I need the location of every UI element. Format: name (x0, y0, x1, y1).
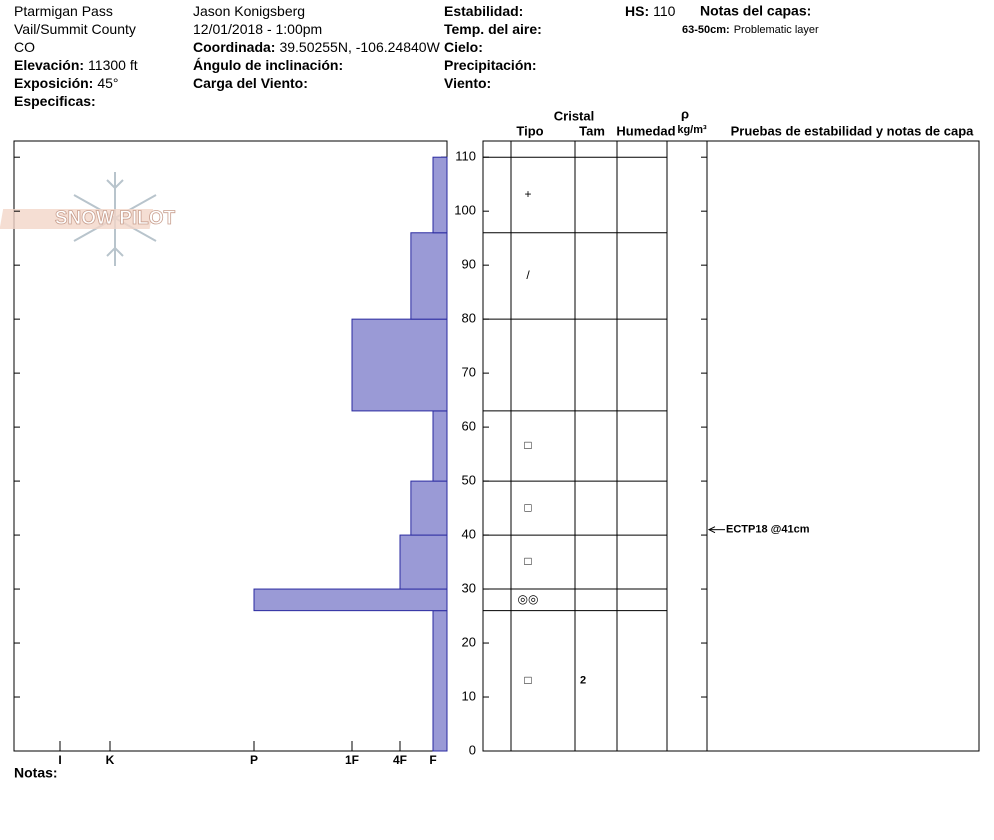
column-header: Tam (579, 123, 605, 138)
crystal-type: + (524, 187, 531, 201)
y-tick-label: 110 (455, 149, 476, 164)
header-field: CO (14, 39, 35, 55)
header-field: Carga del Viento: (193, 75, 308, 91)
header-field: Estabilidad: (444, 3, 523, 19)
header-field: Especificas: (14, 93, 96, 109)
y-tick-label: 70 (462, 365, 476, 380)
field-label: Viento: (444, 75, 491, 91)
header-field: Vail/Summit County (14, 21, 136, 37)
crystal-type: ◎◎ (518, 592, 539, 606)
hardness-bar (432, 410, 448, 482)
header-field: Precipitación: (444, 57, 537, 73)
field-label: Elevación: (14, 57, 84, 73)
field-value: Ptarmigan Pass (14, 3, 113, 19)
field-label: Cielo: (444, 39, 483, 55)
y-tick-label: 80 (462, 311, 476, 326)
field-label: Precipitación: (444, 57, 537, 73)
field-label: Especificas: (14, 93, 96, 109)
header-field: Jason Konigsberg (193, 3, 305, 19)
y-tick-label: 40 (462, 527, 476, 542)
notes-label: Notas: (14, 765, 58, 781)
field-value: 12/01/2018 - 1:00pm (193, 21, 322, 37)
y-tick-label: 10 (462, 688, 476, 703)
field-value: 11300 ft (88, 57, 138, 73)
x-tick-label: F (429, 753, 436, 767)
y-tick-label: 0 (469, 742, 476, 757)
crystal-type: / (526, 268, 530, 282)
crystal-type: □ (524, 438, 531, 452)
field-label: Temp. del aire: (444, 21, 542, 37)
header-field: Coordinada: 39.50255N, -106.24840W (193, 39, 441, 55)
x-tick-label: P (250, 753, 258, 767)
hardness-bar (432, 610, 448, 752)
field-label: 63-50cm: (682, 24, 730, 36)
y-tick-label: 100 (454, 203, 476, 218)
test-label: ECTP18 @41cm (726, 524, 810, 536)
hardness-bar (351, 318, 448, 412)
field-value: Jason Konigsberg (193, 3, 305, 19)
field-value: Vail/Summit County (14, 21, 136, 37)
column-header: Humedad (616, 123, 675, 138)
crystal-type: □ (524, 500, 531, 514)
field-label: Exposición: (14, 75, 93, 91)
header-field: Elevación: 11300 ft (14, 57, 138, 73)
header-field: Viento: (444, 75, 491, 91)
logo-text: SNOW PILOT (55, 208, 176, 229)
header-field: Ptarmigan Pass (14, 3, 113, 19)
hardness-bar (410, 232, 448, 320)
hardness-frame (13, 140, 448, 752)
crystal-table-frame (482, 140, 980, 752)
hardness-bar (410, 480, 448, 536)
field-label: HS: (625, 3, 649, 19)
hardness-bar (399, 534, 448, 590)
field-value: 39.50255N, -106.24840W (279, 39, 440, 55)
header-field: Ángulo de inclinación: (193, 57, 343, 73)
y-tick-label: 30 (462, 580, 476, 595)
field-value: CO (14, 39, 35, 55)
column-header: Cristal (554, 108, 594, 123)
header-field: Cielo: (444, 39, 483, 55)
crystal-size: 2 (580, 675, 586, 687)
header-field: 12/01/2018 - 1:00pm (193, 21, 322, 37)
x-tick-label: 1F (345, 753, 359, 767)
field-label: Ángulo de inclinación: (193, 57, 343, 73)
x-tick-label: 4F (393, 753, 407, 767)
y-tick-label: 20 (462, 634, 476, 649)
y-tick-label: 50 (462, 473, 476, 488)
header-field: 63-50cm: Problematic layer (682, 24, 819, 36)
crystal-type: □ (524, 673, 531, 687)
column-header: kg/m³ (677, 124, 707, 136)
header-field: Exposición: 45° (14, 75, 119, 91)
column-header: ρ (681, 106, 689, 121)
logo-band (0, 209, 154, 229)
arrow-head (707, 526, 716, 534)
hardness-bar (253, 588, 448, 612)
y-tick-label: 60 (462, 419, 476, 434)
field-label: Carga del Viento: (193, 75, 308, 91)
field-label: Coordinada: (193, 39, 275, 55)
column-header: Tipo (516, 123, 543, 138)
crystal-type: □ (524, 554, 531, 568)
x-tick-label: K (106, 753, 115, 767)
field-label: Estabilidad: (444, 3, 523, 19)
header-field: HS: 110 (625, 3, 676, 19)
notes-title: Notas del capas: (700, 3, 811, 19)
header-field: Temp. del aire: (444, 21, 542, 37)
hardness-bar (432, 156, 448, 234)
y-tick-label: 90 (462, 257, 476, 272)
field-value: 110 (653, 3, 676, 19)
field-value: Problematic layer (734, 24, 819, 36)
column-header: Pruebas de estabilidad y notas de capa (731, 123, 975, 138)
x-tick-label: I (58, 753, 61, 767)
field-value: 45° (97, 75, 118, 91)
